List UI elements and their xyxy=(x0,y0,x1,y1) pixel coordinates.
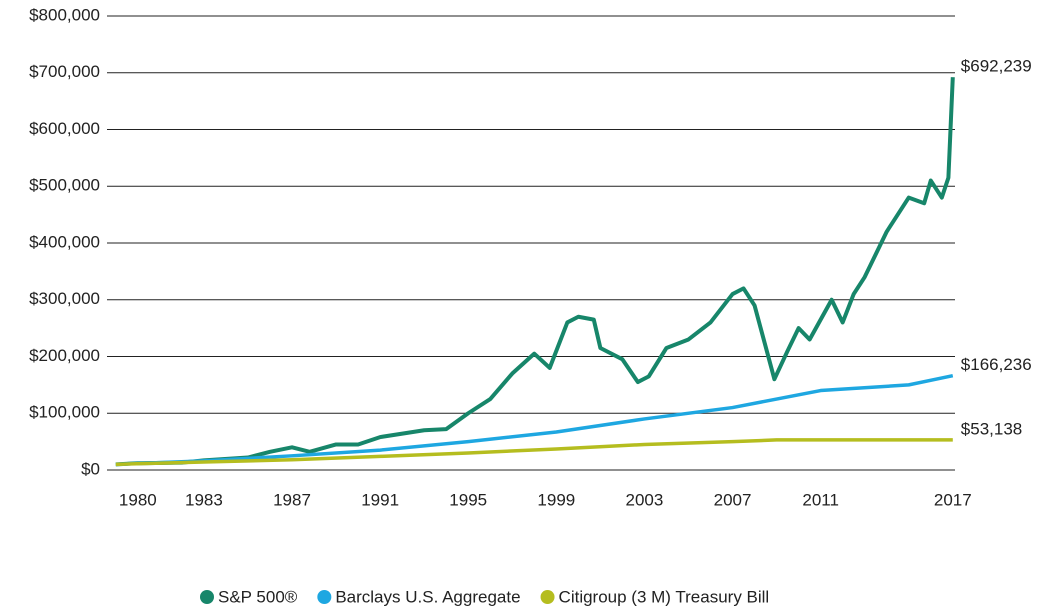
x-tick-label: 1983 xyxy=(185,490,223,509)
x-tick-label: 2007 xyxy=(714,490,752,509)
y-tick-label: $200,000 xyxy=(29,346,100,365)
x-tick-label: 2017 xyxy=(934,490,972,509)
end-label: $692,239 xyxy=(961,57,1032,76)
x-tick-label: 2003 xyxy=(626,490,664,509)
y-tick-label: $0 xyxy=(81,459,100,478)
y-tick-label: $100,000 xyxy=(29,403,100,422)
x-tick-label: 1991 xyxy=(361,490,399,509)
x-tick-label: 2011 xyxy=(802,490,839,509)
end-label: $53,138 xyxy=(961,419,1022,438)
y-tick-label: $300,000 xyxy=(29,289,100,308)
y-tick-label: $700,000 xyxy=(29,62,100,81)
series-line xyxy=(115,373,954,467)
x-tick-label: 1987 xyxy=(273,490,311,509)
legend-label: S&P 500® xyxy=(218,587,298,606)
x-tick-label: 1995 xyxy=(449,490,487,509)
x-tick-label: 1980 xyxy=(119,490,157,509)
y-tick-label: $800,000 xyxy=(29,5,100,24)
legend-swatch xyxy=(540,590,555,604)
series-line xyxy=(115,438,953,467)
x-tick-label: 1999 xyxy=(537,490,575,509)
series-line xyxy=(115,77,955,467)
end-label: $166,236 xyxy=(961,355,1032,374)
legend-label: Citigroup (3 M) Treasury Bill xyxy=(559,587,770,606)
legend-swatch xyxy=(317,590,332,604)
legend-swatch xyxy=(200,590,214,604)
y-tick-label: $500,000 xyxy=(29,176,100,195)
legend-label: Barclays U.S. Aggregate xyxy=(335,587,520,606)
y-tick-label: $400,000 xyxy=(29,232,100,251)
y-tick-label: $600,000 xyxy=(29,119,100,138)
